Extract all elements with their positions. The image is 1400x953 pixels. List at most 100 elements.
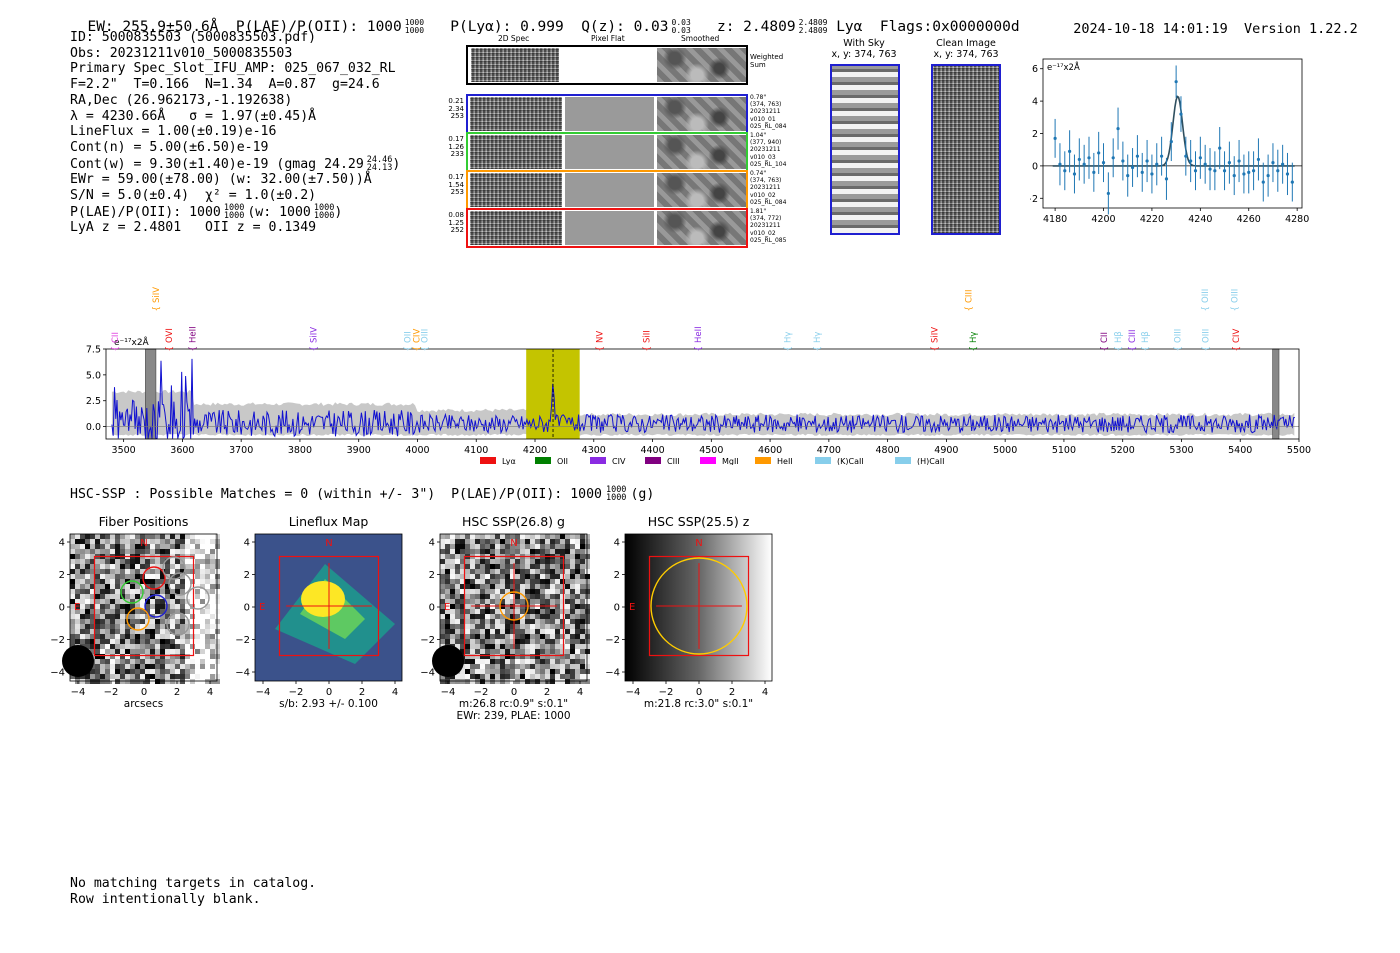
- hsc-pixel: [575, 644, 580, 649]
- hsc-pixel: [200, 559, 205, 564]
- hsc-pixel: [160, 544, 165, 549]
- hsc-pixel: [180, 584, 185, 589]
- hsc-pixel: [115, 619, 120, 624]
- hsc-pixel: [80, 639, 85, 644]
- hsc-pixel: [90, 674, 95, 679]
- hsc-pixel: [190, 669, 195, 674]
- hsc-pixel: [125, 604, 130, 609]
- hsc-pixel: [480, 634, 485, 639]
- spectrum-line-marker: HeII{: [188, 326, 198, 351]
- hsc-pixel: [170, 629, 175, 634]
- hsc-pixel: [475, 534, 480, 539]
- header-right: 2024-10-18 14:01:19 Version 1.22.2: [1057, 5, 1358, 37]
- hsc-pixel: [465, 604, 470, 609]
- spectrum-legend-swatch: [480, 457, 496, 464]
- hsc-pixel: [580, 679, 585, 684]
- hsc-pixel: [565, 589, 570, 594]
- hsc-pixel: [535, 579, 540, 584]
- hsc-pixel: [570, 624, 575, 629]
- hsc-pixel: [510, 639, 515, 644]
- hsc-pixel: [515, 584, 520, 589]
- hsc-y-tick-label: 2: [59, 570, 65, 581]
- hsc-pixel: [555, 574, 560, 579]
- cutout-left-value: 233: [450, 150, 464, 158]
- hsc-pixel: [180, 609, 185, 614]
- hsc-pixel: [575, 599, 580, 604]
- hsc-pixel: [95, 669, 100, 674]
- zoom-data-point: [1121, 159, 1125, 163]
- hsc-pixel: [560, 559, 565, 564]
- east-label: E: [74, 602, 80, 613]
- hsc-pixel: [470, 679, 475, 684]
- hsc-pixel: [525, 644, 530, 649]
- hsc-pixel: [110, 644, 115, 649]
- hsc-pixel: [215, 614, 220, 619]
- hsc-pixel: [525, 639, 530, 644]
- hsc-pixel: [470, 634, 475, 639]
- hsc-pixel: [155, 564, 160, 569]
- hsc-pixel: [465, 614, 470, 619]
- hsc-pixel: [180, 534, 185, 539]
- hsc-pixel: [95, 644, 100, 649]
- hsc-pixel: [105, 649, 110, 654]
- hsc-pixel: [575, 554, 580, 559]
- hsc-pixel: [495, 569, 500, 574]
- spectrum-line-marker-bracket: {: [165, 346, 175, 351]
- hsc-pixel: [210, 584, 215, 589]
- hsc-pixel: [160, 604, 165, 609]
- hsc-pixel: [95, 539, 100, 544]
- hsc-pixel: [160, 629, 165, 634]
- hsc-pixel: [530, 679, 535, 684]
- hsc-pixel: [445, 609, 450, 614]
- info-zline: LyA z = 2.4801 OII z = 0.1349: [70, 220, 317, 236]
- hsc-pixel: [560, 579, 565, 584]
- hsc-pixel: [545, 549, 550, 554]
- hsc-pixel: [165, 634, 170, 639]
- hsc-pixel: [450, 589, 455, 594]
- plae-sup: 1000: [404, 18, 425, 27]
- hsc-pixel: [195, 564, 200, 569]
- plae-info-sub: 1000: [223, 210, 245, 221]
- hsc-pixel: [80, 579, 85, 584]
- hsc-pixel: [110, 539, 115, 544]
- spectrum-line-marker: Hβ{: [1141, 331, 1151, 351]
- footer-notes: No matching targets in catalog. Row inte…: [70, 876, 316, 907]
- hsc-pixel: [190, 609, 195, 614]
- hsc-pixel: [120, 549, 125, 554]
- cutout-left-value: 0.17: [448, 173, 464, 181]
- clean-image: [931, 64, 1001, 235]
- hsc-pixel: [200, 564, 205, 569]
- hsc-pixel: [555, 609, 560, 614]
- hsc-pixel: [525, 589, 530, 594]
- hsc-pixel: [520, 589, 525, 594]
- hsc-pixel: [215, 534, 220, 539]
- hsc-pixel: [550, 674, 555, 679]
- hsc-pixel: [170, 559, 175, 564]
- hsc-pixel: [540, 574, 545, 579]
- cutout-right-value: (377, 940): [750, 139, 782, 147]
- hsc-pixel: [85, 564, 90, 569]
- hsc-pixel: [545, 534, 550, 539]
- hsc-pixel: [500, 559, 505, 564]
- hsc-pixel: [75, 549, 80, 554]
- hsc-pixel: [100, 624, 105, 629]
- cutout-flat-image: [565, 211, 654, 245]
- hsc-pixel: [565, 559, 570, 564]
- hsc-pixel: [460, 599, 465, 604]
- hsc-pixel: [540, 579, 545, 584]
- spectrum-x-tick-label: 4100: [464, 445, 488, 456]
- hsc-pixel: [495, 644, 500, 649]
- hsc-pixel: [160, 649, 165, 654]
- spectrum-line-marker-label: HeII: [188, 326, 198, 343]
- hsc-pixel: [140, 639, 145, 644]
- hsc-pixel: [475, 664, 480, 669]
- hsc-x-tick-label: 4: [392, 687, 398, 698]
- hsc-pixel: [205, 609, 210, 614]
- hsc-pixel: [460, 569, 465, 574]
- hsc-pixel: [175, 544, 180, 549]
- full-spectrum-chart: 3500 3600 3700 3800 3900 4000 4100 4200 4300 4400…: [86, 287, 1311, 465]
- hsc-pixel: [200, 539, 205, 544]
- hsc-pixel: [140, 614, 145, 619]
- hsc-pixel: [195, 624, 200, 629]
- hsc-pixel: [190, 634, 195, 639]
